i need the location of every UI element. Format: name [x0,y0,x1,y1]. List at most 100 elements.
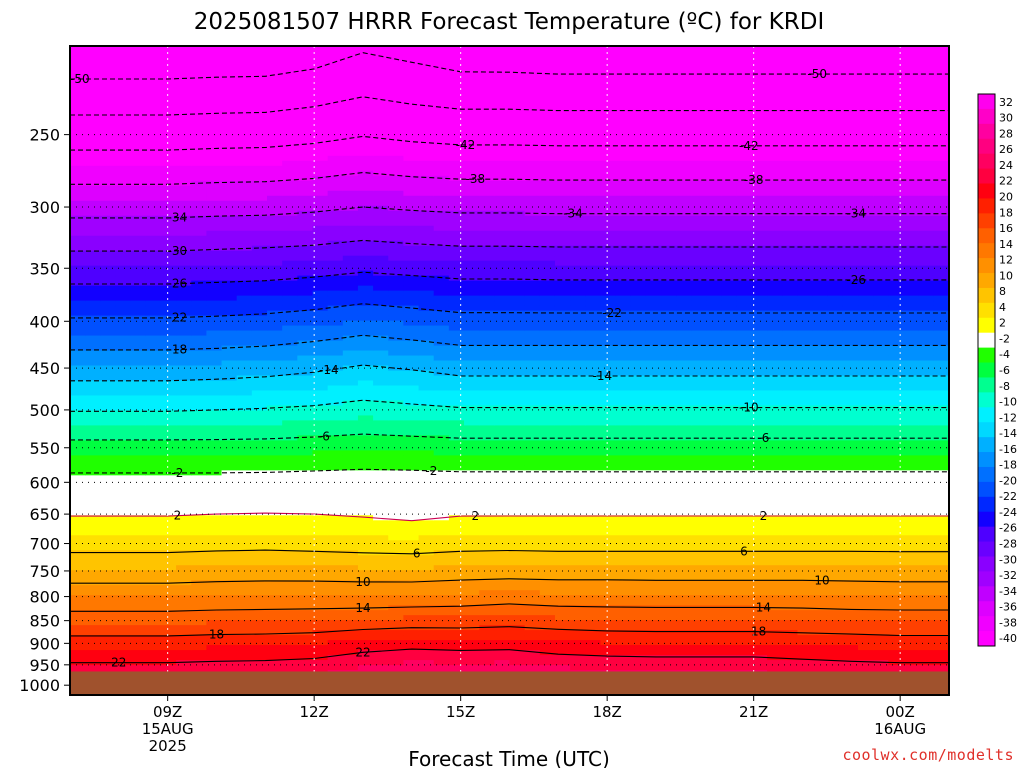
temperature-cell [342,600,359,606]
temperature-cell [554,415,571,422]
temperature-cell [160,55,177,62]
temperature-cell [433,95,450,102]
temperature-cell [418,330,435,337]
temperature-cell [479,535,495,541]
temperature-cell [570,215,586,222]
temperature-cell [373,465,389,471]
temperature-cell [145,90,162,97]
temperature-cell [221,115,238,122]
temperature-cell [433,330,450,337]
temperature-cell [630,585,647,591]
temperature-cell [645,105,662,112]
temperature-cell [615,300,632,307]
temperature-cell [206,665,223,671]
temperature-cell [160,130,177,137]
temperature-cell [70,90,86,97]
temperature-cell [297,520,314,526]
temperature-cell [630,600,647,606]
temperature-cell [524,355,541,362]
temperature-cell [130,590,147,596]
temperature-cell [388,245,405,252]
temperature-cell [297,60,314,67]
temperature-cell [236,150,253,157]
temperature-cell [388,260,405,267]
temperature-cell [176,510,192,516]
temperature-cell [130,610,147,616]
temperature-cell [251,450,268,456]
temperature-cell [418,150,435,157]
temperature-cell [554,435,571,441]
temperature-cell [130,300,147,307]
temperature-cell [206,490,223,496]
temperature-cell [85,610,101,616]
temperature-cell [373,520,389,526]
temperature-cell [554,95,571,102]
temperature-cell [448,510,465,516]
temperature-cell [297,210,314,217]
temperature-cell [115,70,132,77]
temperature-cell [267,590,283,596]
temperature-cell [554,580,571,586]
temperature-cell [479,365,495,372]
temperature-cell [388,125,405,132]
temperature-cell [448,560,465,566]
temperature-cell [600,180,617,187]
temperature-cell [600,630,617,636]
temperature-cell [130,145,147,152]
temperature-cell [130,110,147,117]
temperature-cell [176,240,192,247]
temperature-cell [570,270,586,277]
temperature-cell [282,290,298,297]
temperature-cell [160,285,177,292]
temperature-cell [554,410,571,417]
temperature-cell [100,350,117,357]
temperature-cell [615,640,632,646]
temperature-cell [115,560,132,566]
temperature-cell [570,130,586,137]
temperature-cell [357,385,374,392]
temperature-cell [176,270,192,277]
temperature-cell [524,435,541,441]
temperature-cell [160,220,177,227]
temperature-cell [539,140,556,147]
temperature-cell [403,555,420,561]
temperature-cell [297,455,314,461]
temperature-cell [403,250,420,257]
temperature-cell [115,225,132,232]
temperature-cell [115,75,132,82]
temperature-cell [509,540,526,546]
temperature-cell [479,370,495,377]
temperature-cell [297,600,314,606]
temperature-cell [464,85,480,92]
temperature-cell [312,535,329,541]
temperature-cell [524,290,541,297]
temperature-cell [418,360,435,367]
temperature-cell [312,640,329,646]
temperature-cell [448,255,465,262]
temperature-cell [297,380,314,387]
temperature-cell [145,70,162,77]
temperature-cell [236,170,253,177]
temperature-cell [145,305,162,312]
temperature-cell [251,380,268,387]
temperature-cell [554,285,571,292]
temperature-cell [373,300,389,307]
temperature-cell [342,535,359,541]
temperature-cell [236,205,253,212]
temperature-cell [100,80,117,87]
temperature-cell [357,375,374,382]
temperature-cell [267,260,283,267]
temperature-cell [267,470,283,476]
temperature-cell [479,340,495,347]
temperature-cell [509,295,526,302]
temperature-cell [479,380,495,387]
temperature-cell [130,445,147,451]
temperature-cell [282,625,298,631]
temperature-cell [176,50,192,57]
temperature-cell [570,390,586,397]
temperature-cell [403,240,420,247]
temperature-cell [357,320,374,327]
temperature-cell [191,75,207,82]
temperature-cell [357,200,374,207]
temperature-cell [191,215,207,222]
